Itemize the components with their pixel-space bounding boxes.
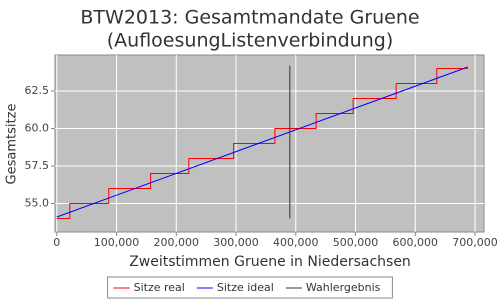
- x-tick-label: 200,000: [154, 236, 200, 249]
- y-axis-label: Gesamtsitze: [5, 104, 20, 185]
- y-tick-label: 55.0: [25, 197, 50, 210]
- legend-label: Wahlergebnis: [306, 281, 381, 294]
- y-tick-label: 57.5: [25, 159, 50, 172]
- legend: Sitze real Sitze ideal Wahlergebnis: [107, 276, 393, 299]
- x-tick-label: 300,000: [213, 236, 259, 249]
- series-line: [56, 66, 469, 218]
- y-tick-label: 62.5: [25, 84, 50, 97]
- x-tick-label: 0: [53, 236, 60, 249]
- chart-subtitle: (AufloesungListenverbindung): [107, 30, 393, 52]
- chart-title: BTW2013: Gesamtmandate Gruene: [80, 7, 419, 29]
- x-tick-label: 700,000: [452, 236, 498, 249]
- legend-label: Sitze ideal: [217, 281, 274, 294]
- x-tick-label: 100,000: [94, 236, 140, 249]
- legend-box: [107, 276, 393, 299]
- legend-label: Sitze real: [134, 281, 185, 294]
- x-tick-label: 400,000: [273, 236, 319, 249]
- x-tick-label: 600,000: [393, 236, 439, 249]
- y-tick-label: 60.0: [25, 122, 50, 135]
- series-line: [56, 68, 468, 219]
- x-axis-label: Zweitstimmen Gruene in Niedersachsen: [129, 254, 411, 270]
- x-tick-label: 500,000: [333, 236, 379, 249]
